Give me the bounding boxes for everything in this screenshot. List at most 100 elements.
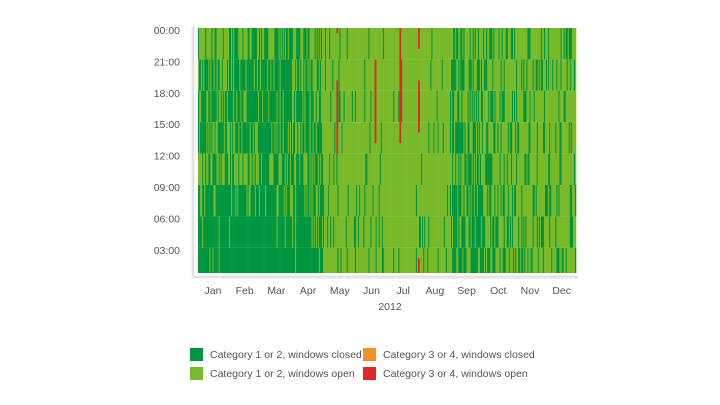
heatmap-cell xyxy=(412,90,415,123)
heatmap-cell xyxy=(354,28,357,60)
heatmap-cell xyxy=(396,90,398,123)
heatmap-cell xyxy=(394,122,396,154)
heatmap-cell xyxy=(254,153,257,185)
heatmap-cell xyxy=(212,216,214,248)
heatmap-cell xyxy=(437,185,439,217)
heatmap-cell xyxy=(442,153,445,185)
heatmap-cell xyxy=(561,247,563,273)
heatmap-cell xyxy=(233,122,235,154)
heatmap-cell xyxy=(476,247,479,273)
heatmap-cell xyxy=(352,59,355,91)
heatmap-cell xyxy=(235,185,237,217)
heatmap-cell xyxy=(245,247,247,273)
heatmap-cell xyxy=(367,59,369,91)
heatmap-cell xyxy=(471,185,474,217)
heatmap-cell xyxy=(422,247,424,273)
heatmap-cell xyxy=(524,185,526,217)
heatmap-cell xyxy=(342,216,344,248)
heatmap-cell xyxy=(373,90,375,123)
heatmap-cell xyxy=(261,122,263,154)
heatmap-cell xyxy=(398,216,400,248)
heatmap-cell xyxy=(342,153,344,185)
heatmap-cell xyxy=(530,153,532,185)
heatmap-cell xyxy=(380,90,383,123)
heatmap-cell xyxy=(573,59,576,91)
heatmap-cell xyxy=(208,28,210,60)
heatmap-cell xyxy=(344,185,346,217)
heatmap-cell xyxy=(496,28,498,60)
heatmap-cell xyxy=(560,90,562,123)
heatmap-cell xyxy=(203,247,205,273)
heatmap-cell xyxy=(322,90,325,123)
heatmap-cell xyxy=(519,153,521,185)
heatmap-cell xyxy=(401,216,403,248)
heatmap-cell xyxy=(477,247,480,273)
heatmap-cell xyxy=(475,59,478,91)
heatmap-cell xyxy=(480,153,483,185)
heatmap-cell xyxy=(376,153,379,185)
heatmap-cell xyxy=(469,59,471,91)
heatmap-cell xyxy=(330,59,332,91)
heatmap-cell xyxy=(372,28,374,60)
heatmap-cell xyxy=(524,59,526,91)
heatmap-cell xyxy=(320,122,323,154)
heatmap-cell xyxy=(526,247,528,273)
heatmap-cell xyxy=(269,122,271,154)
heatmap-cell xyxy=(226,28,229,60)
heatmap-cell xyxy=(483,247,485,273)
heatmap-cell xyxy=(306,59,308,91)
heatmap-cell xyxy=(212,122,214,154)
heatmap-cell xyxy=(280,153,282,185)
heatmap-cell xyxy=(275,28,277,60)
heatmap-cell xyxy=(344,90,346,123)
heatmap-cell xyxy=(562,153,564,185)
heatmap-cell xyxy=(331,28,333,60)
heatmap-cell xyxy=(509,185,512,217)
heatmap-cell xyxy=(470,153,472,185)
heatmap-cell xyxy=(496,216,498,248)
heatmap-cell xyxy=(311,59,313,91)
heatmap-cell xyxy=(276,216,278,248)
heatmap-cell xyxy=(402,247,404,273)
heatmap-cell xyxy=(393,90,395,123)
heatmap-cell xyxy=(209,216,211,248)
heatmap-cell xyxy=(368,185,370,217)
heatmap-cell xyxy=(530,216,532,248)
heatmap-cell xyxy=(530,59,532,91)
heatmap-cell xyxy=(358,153,360,185)
heatmap-cell xyxy=(301,185,303,217)
heatmap-cell xyxy=(319,153,322,185)
heatmap-cell xyxy=(504,28,507,60)
heatmap-cell xyxy=(476,216,479,248)
heatmap-cell xyxy=(252,216,255,248)
heatmap-cell xyxy=(529,28,531,60)
heatmap-cell xyxy=(328,216,330,248)
heatmap-cell xyxy=(467,185,469,217)
heatmap-cell xyxy=(485,247,487,273)
heatmap-cell xyxy=(233,28,235,60)
heatmap-cell xyxy=(217,122,219,154)
heatmap-cell xyxy=(482,247,484,273)
heatmap-cell xyxy=(395,153,397,185)
heatmap-cell xyxy=(505,153,508,185)
heatmap-cell xyxy=(532,216,534,248)
heatmap-cell xyxy=(311,28,313,60)
heatmap-cell xyxy=(502,216,505,248)
heatmap-cell xyxy=(453,247,455,273)
heatmap-cell xyxy=(233,185,235,217)
heatmap-cell xyxy=(350,28,353,60)
heatmap-cell xyxy=(556,90,558,123)
heatmap-cell xyxy=(280,185,282,217)
heatmap-cell xyxy=(314,59,317,91)
heatmap-cell xyxy=(427,247,429,273)
heatmap-cell xyxy=(215,59,217,91)
heatmap-cell xyxy=(228,216,231,248)
heatmap-cell xyxy=(200,122,202,154)
heatmap-cell xyxy=(206,216,208,248)
heatmap-cell xyxy=(482,59,484,91)
heatmap-cell xyxy=(445,28,448,60)
heatmap-cell xyxy=(328,185,330,217)
heatmap-cell xyxy=(470,216,472,248)
heatmap-cell xyxy=(539,59,542,91)
heatmap-cell xyxy=(560,216,562,248)
